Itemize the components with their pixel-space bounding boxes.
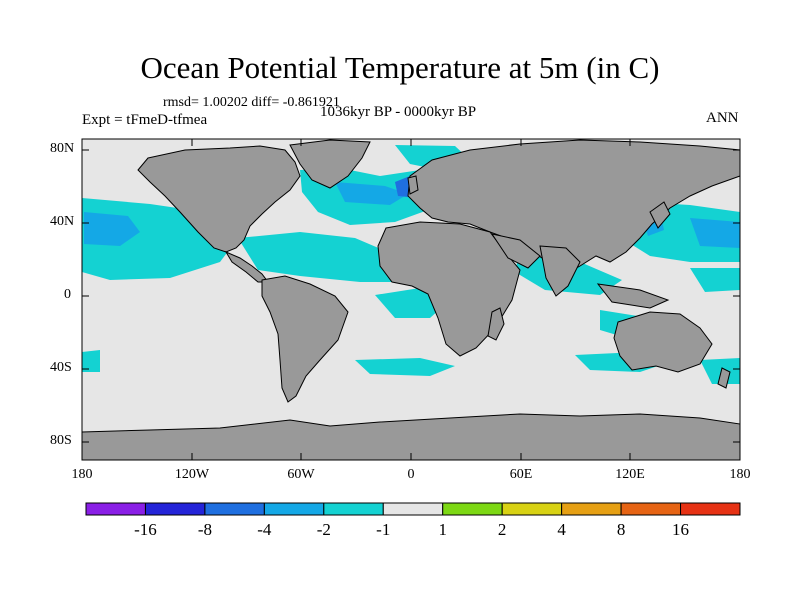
land-eurasia	[407, 139, 741, 277]
x-axis-ticks	[81, 139, 741, 460]
colorbar-label: -2	[316, 520, 331, 539]
y-tick-label: 80S	[50, 433, 72, 448]
land-india	[539, 245, 581, 297]
x-tick-label: 120E	[615, 467, 645, 482]
colorbar-label: -4	[257, 520, 272, 539]
x-tick-label: 0	[407, 467, 415, 482]
land-masses	[81, 139, 741, 461]
colorbar-box	[620, 502, 682, 516]
land-japan	[649, 201, 671, 229]
colorbar-label: 4	[557, 520, 566, 539]
land-greenland	[289, 139, 371, 189]
colorbar-box	[144, 502, 206, 516]
colorbar-box	[561, 502, 622, 516]
land-australia	[613, 311, 713, 373]
period-label: 1036kyr BP - 0000kyr BP	[320, 104, 477, 120]
colorbar-box	[204, 502, 265, 516]
y-tick-label: 40S	[50, 360, 72, 375]
season-label: ANN	[706, 110, 739, 126]
y-tick-label: 0	[64, 287, 71, 302]
plot-title: Ocean Potential Temperature at 5m (in C)	[140, 50, 660, 85]
y-tick-label: 40N	[50, 214, 75, 229]
colorbar-box	[442, 502, 503, 516]
x-tick-label: 60W	[287, 467, 315, 482]
colorbar-label: 1	[438, 520, 447, 539]
y-tick-label: 80N	[50, 141, 75, 156]
stats-text: rmsd= 1.00202 diff= -0.861921	[163, 95, 340, 110]
land-uk	[407, 175, 419, 195]
x-tick-label: 120W	[174, 467, 210, 482]
x-tick-label: 180	[729, 467, 751, 482]
land-south-america	[261, 275, 349, 403]
land-arabia	[490, 233, 541, 269]
colorbar-label: 16	[672, 520, 690, 539]
colorbar-label: -8	[197, 520, 212, 539]
colorbar-box	[85, 502, 146, 516]
land-new-zealand	[717, 367, 731, 389]
x-tick-label: 60E	[509, 467, 533, 482]
experiment-label: Expt = tFmeD-tfmea	[82, 112, 208, 128]
land-africa	[377, 221, 521, 357]
land-north-america	[137, 145, 301, 253]
x-tick-label: 180	[71, 467, 93, 482]
colorbar-box	[263, 502, 325, 516]
colorbar-box	[680, 502, 741, 516]
colorbar-label: -1	[376, 520, 391, 539]
colorbar-label: -16	[134, 520, 157, 539]
land-indonesia	[596, 283, 670, 309]
y-axis-ticks	[82, 149, 740, 443]
colorbar-label: 2	[497, 520, 507, 539]
land-madagascar	[487, 307, 505, 341]
colorbar-box	[501, 502, 563, 516]
colorbar-box	[323, 502, 384, 516]
colorbar-box	[382, 502, 444, 516]
colorbar-label: 8	[616, 520, 626, 539]
